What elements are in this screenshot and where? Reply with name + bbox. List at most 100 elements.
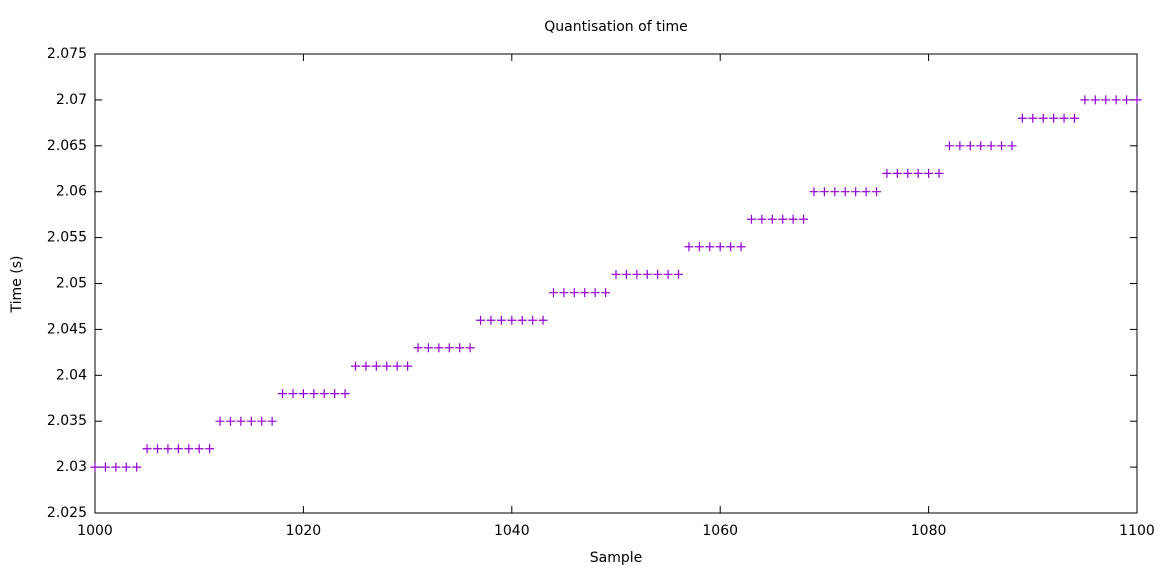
x-tick-label: 1100 [1119, 523, 1155, 539]
x-tick-label: 1040 [494, 523, 530, 539]
point [548, 288, 558, 298]
point [903, 168, 913, 178]
point [726, 242, 736, 252]
point [601, 288, 611, 298]
y-tick-label: 2.035 [47, 413, 87, 429]
point [913, 168, 923, 178]
point [694, 242, 704, 252]
point [976, 141, 986, 151]
point [663, 269, 673, 279]
point [809, 187, 819, 197]
x-tick-label: 1020 [286, 523, 322, 539]
y-tick-label: 2.04 [56, 367, 87, 383]
point [267, 416, 277, 426]
point [528, 315, 538, 325]
point [413, 343, 423, 353]
point [653, 269, 663, 279]
point [392, 361, 402, 371]
point [486, 315, 496, 325]
point [882, 168, 892, 178]
point [1059, 113, 1069, 123]
point [1049, 113, 1059, 123]
point [892, 168, 902, 178]
point [611, 269, 621, 279]
point [934, 168, 944, 178]
point [371, 361, 381, 371]
point [142, 444, 152, 454]
point [684, 242, 694, 252]
point [330, 389, 340, 399]
point [632, 269, 642, 279]
point [1017, 113, 1027, 123]
point [236, 416, 246, 426]
point [163, 444, 173, 454]
point [225, 416, 235, 426]
point [642, 269, 652, 279]
point [621, 269, 631, 279]
point [830, 187, 840, 197]
point [403, 361, 413, 371]
point [840, 187, 850, 197]
point [799, 214, 809, 224]
y-tick-label: 2.075 [47, 46, 87, 62]
y-axis-label: Time (s) [9, 256, 25, 314]
point [434, 343, 444, 353]
point [580, 288, 590, 298]
point [590, 288, 600, 298]
point [736, 242, 746, 252]
point [1101, 95, 1111, 105]
y-tick-label: 2.045 [47, 321, 87, 337]
point [1111, 95, 1121, 105]
x-tick-label: 1000 [77, 523, 113, 539]
point [715, 242, 725, 252]
point [569, 288, 579, 298]
y-tick-label: 2.07 [56, 92, 87, 108]
x-tick-label: 1080 [911, 523, 947, 539]
point [288, 389, 298, 399]
point [1090, 95, 1100, 105]
point [278, 389, 288, 399]
point [361, 361, 371, 371]
point [767, 214, 777, 224]
point [173, 444, 183, 454]
point [90, 462, 100, 472]
plot-frame [94, 53, 1138, 514]
point [184, 444, 194, 454]
point [986, 141, 996, 151]
point [444, 343, 454, 353]
point [861, 187, 871, 197]
point [246, 416, 256, 426]
point [298, 389, 308, 399]
point [111, 462, 121, 472]
y-tick-label: 2.03 [56, 459, 87, 475]
point [746, 214, 756, 224]
point [205, 444, 215, 454]
point [351, 361, 360, 371]
chart-title: Quantisation of time [544, 19, 687, 35]
point [465, 343, 475, 353]
point [215, 416, 225, 426]
point [538, 315, 548, 325]
point [851, 187, 861, 197]
point [705, 242, 715, 252]
point [819, 187, 829, 197]
point [1080, 95, 1090, 105]
point [872, 187, 881, 197]
point [382, 361, 392, 371]
point [1069, 113, 1079, 123]
point [121, 462, 131, 472]
point [1028, 113, 1038, 123]
point [455, 343, 465, 353]
point [1007, 141, 1017, 151]
x-axis-label: Sample [590, 550, 643, 566]
point [955, 141, 965, 151]
y-tick-label: 2.05 [56, 276, 87, 292]
point [559, 288, 569, 298]
point [1132, 95, 1142, 105]
point [309, 389, 319, 399]
point [194, 444, 204, 454]
point [517, 315, 527, 325]
point [778, 214, 788, 224]
point [257, 416, 267, 426]
